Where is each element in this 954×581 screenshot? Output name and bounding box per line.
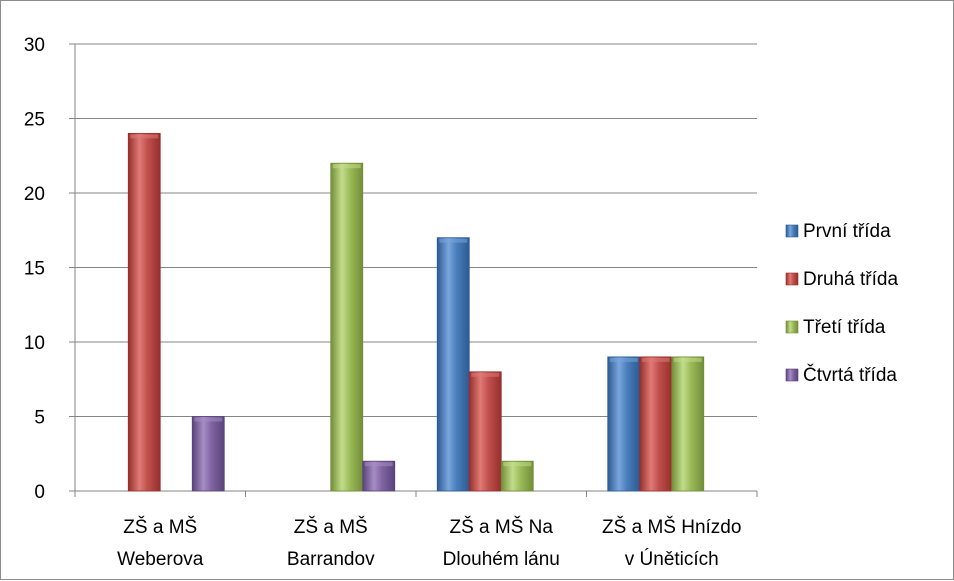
bar xyxy=(468,371,502,492)
legend-item: Druhá třída xyxy=(785,269,898,290)
y-axis-ticks: 0 5 10 15 20 25 30 xyxy=(24,35,75,503)
bar-highlight xyxy=(130,134,159,139)
y-tick-label: 30 xyxy=(24,35,45,56)
y-tick-label: 0 xyxy=(34,482,45,503)
x-tick-label: ZŠ a MŠ Barrandov xyxy=(287,516,375,570)
legend-label: Druhá třída xyxy=(803,269,898,290)
legend: První třída Druhá třída Třetí třída Čtvrtá … xyxy=(785,221,898,386)
bar-highlight xyxy=(439,238,468,243)
legend-label: První třída xyxy=(803,221,891,242)
legend-label: Třetí třída xyxy=(803,317,886,338)
bars xyxy=(127,132,705,492)
y-tick-label: 25 xyxy=(24,110,45,131)
x-tick-label: ZŠ a MŠ Weberova xyxy=(117,516,204,570)
y-tick-label: 10 xyxy=(24,333,45,354)
bar-highlight xyxy=(364,462,393,467)
legend-swatch xyxy=(785,224,799,238)
bar-highlight xyxy=(609,357,638,362)
legend-item: První třída xyxy=(785,221,891,242)
bar xyxy=(436,237,470,492)
bar-highlight xyxy=(503,462,532,467)
x-tick-label: ZŠ a MŠ Hnízdo v Úněticích xyxy=(602,516,741,570)
legend-swatch xyxy=(785,320,799,334)
bar-highlight xyxy=(673,357,702,362)
legend-item: Třetí třída xyxy=(785,317,886,338)
x-tick-label: ZŠ a MŠ Na Dlouhém lánu xyxy=(443,516,560,570)
x-axis-labels: ZŠ a MŠ Weberova ZŠ a MŠ Barrandov ZŠ a MŠ N… xyxy=(117,516,741,570)
legend-swatch xyxy=(785,272,799,286)
bar xyxy=(607,356,641,492)
bar xyxy=(127,132,161,492)
bar-highlight xyxy=(471,372,500,377)
bar xyxy=(330,162,364,492)
bar xyxy=(639,356,673,492)
bar-highlight xyxy=(194,417,223,422)
y-tick-label: 5 xyxy=(34,408,45,429)
legend-item: Čtvrtá třída xyxy=(785,364,897,386)
bar xyxy=(671,356,705,492)
bar xyxy=(191,416,225,492)
y-tick-label: 15 xyxy=(24,259,45,280)
y-tick-label: 20 xyxy=(24,184,45,205)
legend-label: Čtvrtá třída xyxy=(803,364,897,386)
bar-highlight xyxy=(641,357,670,362)
legend-swatch xyxy=(785,368,799,382)
bar-highlight xyxy=(332,164,361,169)
